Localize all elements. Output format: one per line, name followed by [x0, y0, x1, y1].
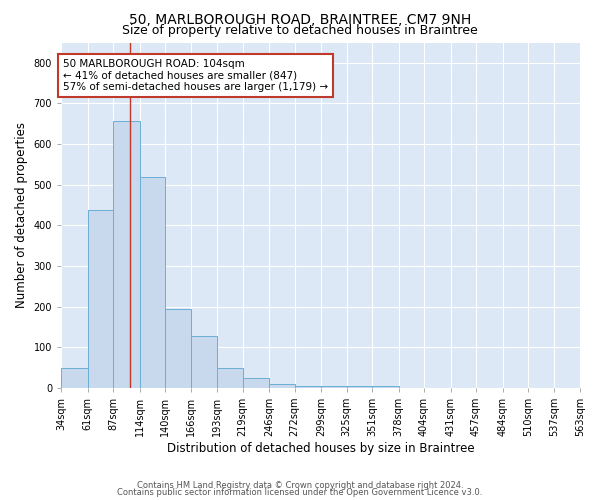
- Y-axis label: Number of detached properties: Number of detached properties: [15, 122, 28, 308]
- Bar: [217, 368, 242, 388]
- Text: Contains public sector information licensed under the Open Government Licence v3: Contains public sector information licen…: [118, 488, 482, 497]
- Bar: [321, 386, 347, 388]
- Bar: [88, 210, 113, 388]
- Bar: [269, 384, 295, 388]
- X-axis label: Distribution of detached houses by size in Braintree: Distribution of detached houses by size …: [167, 442, 475, 455]
- Bar: [140, 176, 165, 388]
- Text: 50 MARLBOROUGH ROAD: 104sqm
← 41% of detached houses are smaller (847)
57% of se: 50 MARLBOROUGH ROAD: 104sqm ← 41% of det…: [63, 59, 328, 92]
- Bar: [295, 386, 321, 388]
- Bar: [242, 378, 269, 388]
- Text: Size of property relative to detached houses in Braintree: Size of property relative to detached ho…: [122, 24, 478, 37]
- Bar: [113, 121, 140, 388]
- Bar: [372, 386, 398, 388]
- Bar: [191, 336, 217, 388]
- Bar: [347, 386, 372, 388]
- Text: 50, MARLBOROUGH ROAD, BRAINTREE, CM7 9NH: 50, MARLBOROUGH ROAD, BRAINTREE, CM7 9NH: [129, 12, 471, 26]
- Bar: [165, 310, 191, 388]
- Bar: [61, 368, 88, 388]
- Text: Contains HM Land Registry data © Crown copyright and database right 2024.: Contains HM Land Registry data © Crown c…: [137, 481, 463, 490]
